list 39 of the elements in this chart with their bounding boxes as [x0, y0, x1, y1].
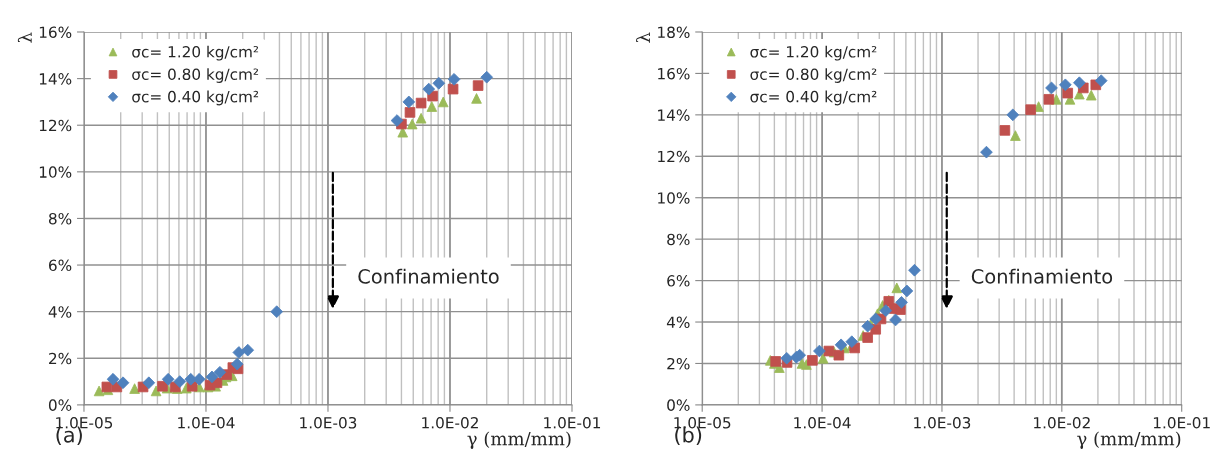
x-axis-title: γ (mm/mm): [1077, 431, 1181, 449]
x-tick-label: 1.0E-04: [178, 416, 235, 429]
x-axis-title: γ (mm/mm): [467, 431, 571, 449]
x-tick-label: 1.0E-03: [914, 416, 971, 429]
x-tick-label: 1.0E-03: [300, 416, 357, 429]
x-tick-label: 1.0E-02: [422, 416, 478, 429]
y-tick-label: 2%: [49, 352, 72, 365]
legend-label: σc= 1.20 kg/cm²: [132, 45, 259, 61]
y-tick-label: 16%: [39, 26, 72, 39]
legend-label: σc= 0.80 kg/cm²: [132, 68, 259, 83]
y-tick-label: 10%: [39, 166, 72, 178]
x-tick-label: 1.0E-02: [1034, 416, 1090, 429]
y-tick-label: 4%: [666, 316, 690, 329]
y-axis-title: λ: [17, 32, 32, 43]
y-tick-label: 12%: [658, 150, 690, 163]
y-tick-label: 4%: [48, 306, 72, 318]
y-tick-label: 8%: [48, 212, 72, 225]
y-tick-label: 14%: [39, 73, 72, 85]
y-tick-label: 6%: [667, 275, 690, 287]
y-tick-label: 2%: [667, 357, 690, 370]
legend-label: σc= 1.20 kg/cm²: [750, 45, 877, 61]
legend-label: σc= 0.80 kg/cm²: [750, 68, 877, 83]
annotation: Confinamiento: [971, 268, 1113, 284]
y-tick-label: 16%: [658, 67, 690, 80]
y-axis-title: λ: [636, 32, 650, 43]
annotation: Confinamiento: [358, 268, 499, 284]
y-tick-label: 14%: [658, 109, 690, 121]
legend-label: σc= 0.40 kg/cm²: [132, 90, 259, 106]
legend-label: σc= 0.40 kg/cm²: [750, 90, 877, 106]
y-tick-label: 18%: [658, 26, 690, 39]
y-tick-label: 6%: [49, 259, 72, 272]
y-tick-label: 0%: [667, 399, 690, 411]
x-tick-label: 1.0E-01: [544, 416, 601, 429]
y-tick-label: 8%: [667, 233, 690, 246]
x-tick-label: 1.0E-01: [1153, 416, 1210, 429]
y-tick-label: 0%: [48, 399, 72, 411]
y-tick-label: 10%: [658, 192, 690, 204]
x-tick-label: 1.0E-04: [794, 416, 851, 429]
y-tick-label: 12%: [39, 119, 72, 132]
